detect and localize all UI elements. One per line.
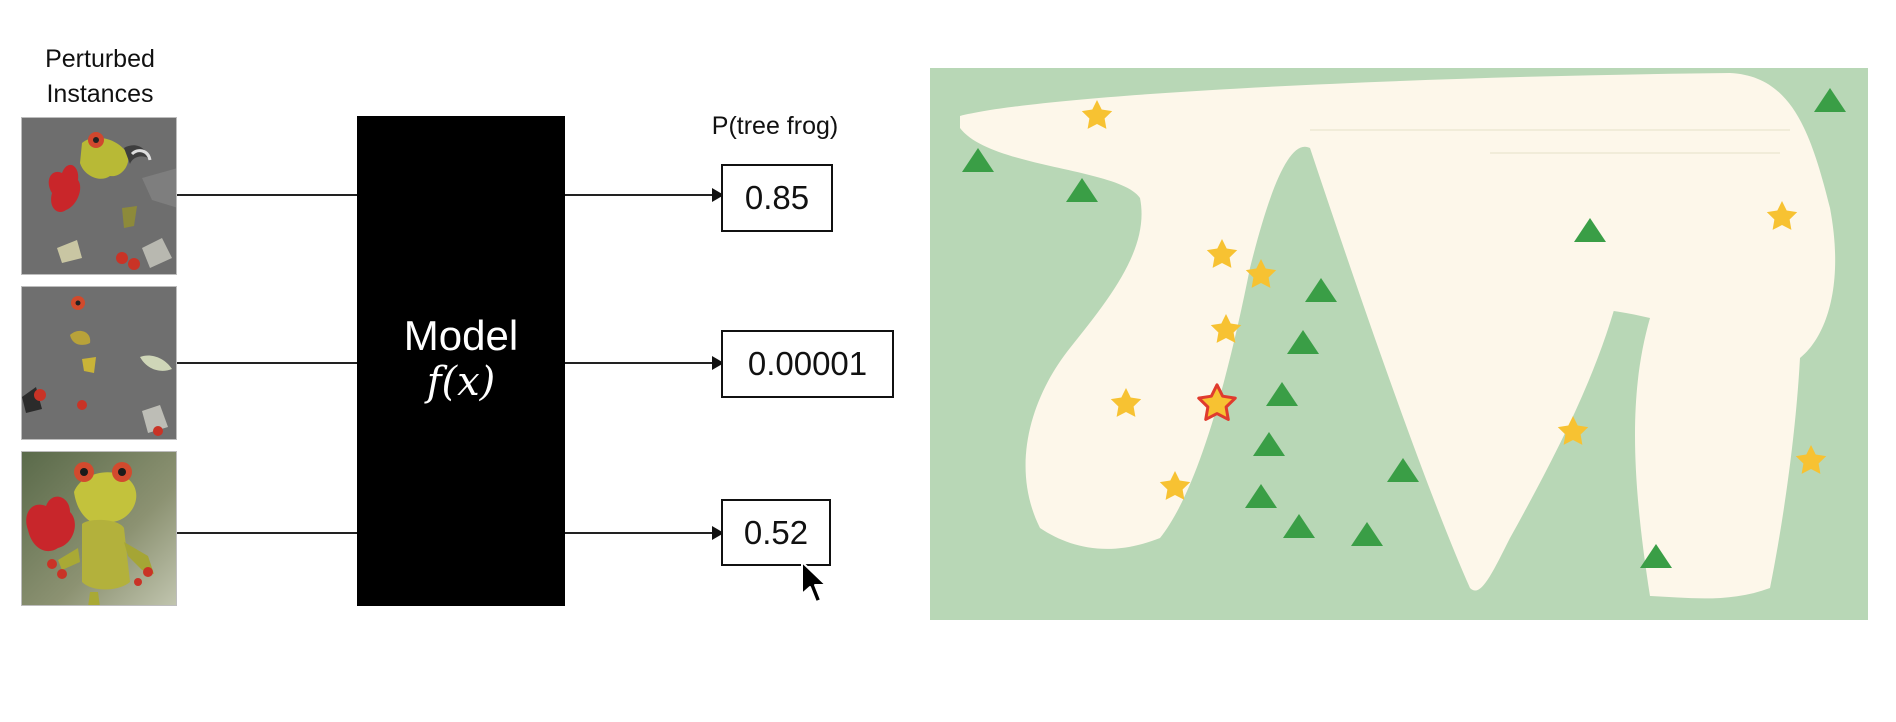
cursor-icon <box>801 561 827 603</box>
perturbed-image-2 <box>21 286 177 440</box>
region-gradient-lines <box>1310 129 1790 154</box>
landscape-region <box>960 73 1836 599</box>
star-icon <box>1766 201 1798 230</box>
model-box: Model f(x) <box>357 116 565 606</box>
triangle-icon <box>1640 544 1672 568</box>
output-value-2: 0.00001 <box>721 330 894 398</box>
output-arrow-2-line <box>565 362 715 364</box>
star-icon <box>1206 239 1238 268</box>
triangle-icon <box>1253 432 1285 456</box>
input-connector-3 <box>177 532 357 534</box>
highlighted-star-icon <box>1197 383 1237 421</box>
star-icon <box>1795 445 1827 474</box>
triangle-icon <box>1283 514 1315 538</box>
star-icon <box>1245 259 1277 288</box>
model-title: Model <box>403 312 519 359</box>
original-image <box>21 451 177 606</box>
output-value-3: 0.52 <box>721 499 831 566</box>
triangle-icon <box>1245 484 1277 508</box>
perturbed-image-1 <box>21 117 177 275</box>
triangle-icon <box>1387 458 1419 482</box>
triangle-icon <box>1266 382 1298 406</box>
input-connector-2 <box>177 362 357 364</box>
triangle-icon <box>1305 278 1337 302</box>
triangle-icon <box>1351 522 1383 546</box>
output-arrow-1-line <box>565 194 715 196</box>
model-function: f(x) <box>426 359 496 405</box>
triangle-icon <box>1814 88 1846 112</box>
input-connector-1 <box>177 194 357 196</box>
decision-landscape <box>930 68 1868 620</box>
triangle-samples <box>962 88 1846 568</box>
star-icon <box>1210 314 1242 343</box>
star-samples <box>1081 100 1827 500</box>
triangle-icon <box>1066 178 1098 202</box>
star-icon <box>1557 416 1589 445</box>
perturbed-instances-label: Perturbed Instances <box>45 45 155 108</box>
star-icon <box>1110 388 1142 417</box>
output-header: P(tree frog) <box>711 112 839 140</box>
star-icon <box>1159 471 1191 500</box>
star-icon <box>1081 100 1113 129</box>
triangle-icon <box>1287 330 1319 354</box>
output-value-1: 0.85 <box>721 164 833 232</box>
output-arrow-3-line <box>565 532 715 534</box>
triangle-icon <box>962 148 994 172</box>
triangle-icon <box>1574 218 1606 242</box>
